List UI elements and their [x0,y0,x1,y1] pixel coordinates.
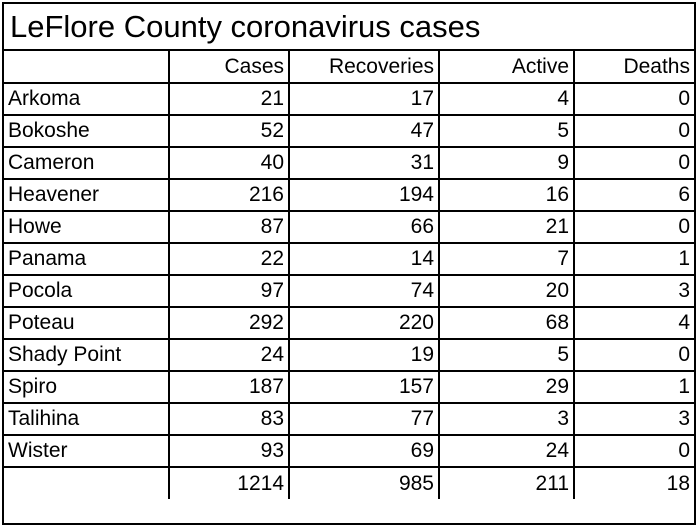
cases-table: Cases Recoveries Active Deaths Arkoma 21 1… [4,51,694,499]
cell-active: 21 [439,211,575,244]
cell-active: 68 [439,307,575,340]
table-row: Howe 87 66 21 0 [4,211,694,244]
cell-active: 20 [439,275,575,308]
cell-deaths: 1 [574,371,694,404]
cell-deaths: 4 [574,307,694,340]
cell-name: Wister [4,435,170,468]
totals-row: 1214 985 211 18 [4,467,694,499]
cell-active: 24 [439,435,575,468]
cell-recoveries: 194 [289,179,440,212]
header-row: Cases Recoveries Active Deaths [4,51,694,84]
cell-deaths: 0 [574,115,694,148]
cell-name: Arkoma [4,83,170,116]
cell-deaths: 18 [666,471,690,495]
cell-deaths: 6 [574,179,694,212]
cell-name: Poteau [4,307,170,340]
cell-recoveries: 19 [289,339,440,372]
cell-cases: 93 [169,435,290,468]
cell-deaths: 0 [574,339,694,372]
cell-name [4,467,170,499]
cell-active: 3 [439,403,575,436]
cell-recoveries: 66 [289,211,440,244]
table-row: Shady Point 24 19 5 0 [4,339,694,372]
cell-recoveries: 47 [289,115,440,148]
cell-cases: 52 [169,115,290,148]
cell-active: 9 [439,147,575,180]
cell-recoveries: 220 [289,307,440,340]
table-row: Panama 22 14 7 1 [4,243,694,276]
cell-name: Heavener [4,179,170,212]
cell-name: Spiro [4,371,170,404]
table-row: Cameron 40 31 9 0 [4,147,694,180]
cell-name: Panama [4,243,170,276]
cell-recoveries: 31 [289,147,440,180]
header-cases: Cases [169,51,290,84]
cell-name: Talihina [4,403,170,436]
cell-name: Shady Point [4,339,170,372]
cell-active: 211 [439,467,575,499]
cell-cases: 40 [169,147,290,180]
cell-cases: 97 [169,275,290,308]
cell-recoveries: 985 [289,467,440,499]
cell-recoveries: 74 [289,275,440,308]
cell-name: Bokoshe [4,115,170,148]
header-active: Active [439,51,575,84]
cell-recoveries: 17 [289,83,440,116]
table-row: Arkoma 21 17 4 0 [4,83,694,116]
cell-cases: 216 [169,179,290,212]
table-row: Wister 93 69 24 0 [4,435,694,468]
table-row: Pocola 97 74 20 3 [4,275,694,308]
cell-active: 5 [439,115,575,148]
cell-deaths: 3 [574,275,694,308]
header-deaths: Deaths [574,51,694,84]
header-name [4,51,170,84]
cell-cases: 83 [169,403,290,436]
cell-recoveries: 14 [289,243,440,276]
cell-cases: 187 [169,371,290,404]
cell-deaths: 3 [574,403,694,436]
table-row: Bokoshe 52 47 5 0 [4,115,694,148]
cell-cases: 292 [169,307,290,340]
cell-deaths: 0 [574,147,694,180]
table-body: Arkoma 21 17 4 0 Bokoshe 52 47 5 0 Cameron 40 31 9 0 He… [4,83,694,499]
table-row: Spiro 187 157 29 1 [4,371,694,404]
cell-deaths: 1 [574,243,694,276]
cell-deaths: 0 [574,83,694,116]
header-recoveries: Recoveries [289,51,440,84]
cell-deaths: 0 [574,211,694,244]
cell-cases: 24 [169,339,290,372]
cell-cases: 21 [169,83,290,116]
table-title: LeFlore County coronavirus cases [4,4,694,51]
cell-deaths: 0 [574,435,694,468]
cell-name: Cameron [4,147,170,180]
cell-name: Howe [4,211,170,244]
cell-cases: 22 [169,243,290,276]
cell-active: 7 [439,243,575,276]
table-row: Heavener 216 194 16 6 [4,179,694,212]
cell-active: 5 [439,339,575,372]
table-row: Talihina 83 77 3 3 [4,403,694,436]
cell-active: 16 [439,179,575,212]
cell-name: Pocola [4,275,170,308]
cell-cases: 1214 [169,467,290,499]
cell-active: 29 [439,371,575,404]
table-row: Poteau 292 220 68 4 [4,307,694,340]
cell-recoveries: 77 [289,403,440,436]
cell-active: 4 [439,83,575,116]
cell-recoveries: 157 [289,371,440,404]
cell-recoveries: 69 [289,435,440,468]
cell-cases: 87 [169,211,290,244]
